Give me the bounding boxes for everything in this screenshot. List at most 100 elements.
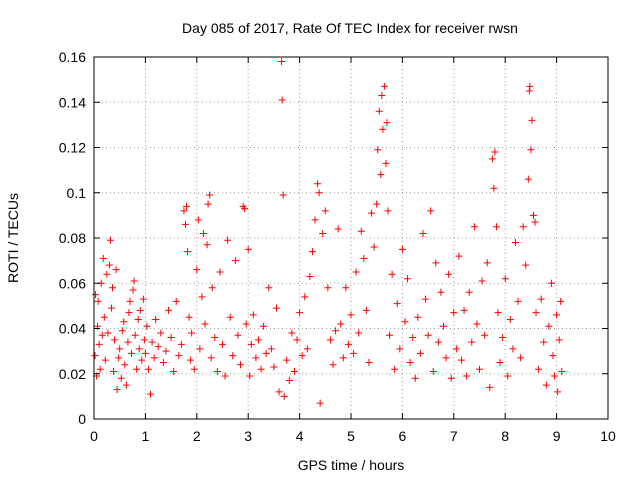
data-point: [172, 297, 180, 305]
data-point: [136, 306, 144, 314]
data-point: [185, 313, 193, 321]
data-point: [167, 334, 175, 342]
data-point: [199, 229, 207, 237]
x-tick-label: 1: [142, 428, 150, 444]
y-tick-label: 0.02: [59, 366, 86, 382]
data-point: [201, 320, 209, 328]
data-point: [526, 82, 534, 90]
data-point: [275, 388, 283, 396]
data-point: [298, 352, 306, 360]
data-point: [486, 383, 494, 391]
data-point: [375, 107, 383, 115]
x-tick-label: 0: [90, 428, 98, 444]
data-point: [207, 354, 215, 362]
data-point: [558, 367, 566, 375]
data-point: [388, 270, 396, 278]
y-axis-label: ROTI / TECUs: [5, 193, 21, 283]
data-point: [187, 356, 195, 364]
data-point: [326, 336, 334, 344]
data-point: [315, 189, 323, 197]
data-point: [357, 227, 365, 235]
x-tick-label: 8: [501, 428, 509, 444]
data-point: [148, 338, 156, 346]
data-point: [476, 365, 483, 373]
data-point: [332, 327, 340, 335]
data-point: [527, 146, 535, 154]
data-point: [447, 374, 455, 382]
chart-title: Day 085 of 2017, Rate Of TEC Index for r…: [182, 20, 518, 36]
data-point: [216, 268, 224, 276]
data-point: [501, 275, 509, 283]
data-point: [211, 334, 219, 342]
data-point: [458, 356, 466, 364]
data-point: [337, 320, 345, 328]
data-point: [208, 284, 216, 292]
data-point: [154, 343, 162, 351]
data-point: [203, 241, 211, 249]
data-point: [532, 309, 540, 317]
data-point: [509, 345, 517, 353]
data-point: [125, 309, 133, 317]
data-point: [411, 374, 419, 382]
data-point: [141, 349, 149, 357]
data-point: [409, 334, 417, 342]
data-point: [301, 293, 309, 301]
data-point: [135, 345, 143, 353]
data-point: [445, 270, 453, 278]
data-point: [455, 252, 463, 260]
data-point: [542, 381, 550, 389]
data-point: [511, 239, 519, 247]
data-point: [393, 300, 401, 308]
data-point: [517, 354, 525, 362]
data-point: [279, 191, 287, 199]
data-point: [278, 96, 286, 104]
data-point: [384, 207, 392, 215]
data-point: [525, 87, 533, 95]
data-point: [110, 367, 118, 375]
data-point: [190, 365, 198, 373]
data-point: [95, 340, 103, 348]
data-point: [272, 304, 280, 312]
data-point: [491, 148, 499, 156]
y-tick-label: 0.04: [59, 321, 86, 337]
data-point: [91, 352, 99, 360]
data-point: [373, 200, 381, 208]
data-point: [386, 331, 394, 339]
data-point: [422, 295, 430, 303]
data-point: [379, 125, 387, 133]
y-tick-label: 0.16: [59, 49, 86, 65]
data-point: [157, 329, 165, 337]
data-points: [91, 58, 566, 407]
data-point: [352, 268, 360, 276]
data-point: [134, 315, 142, 323]
data-point: [490, 184, 498, 192]
data-point: [254, 336, 262, 344]
data-point: [429, 367, 437, 375]
data-point: [213, 367, 221, 375]
data-point: [553, 311, 561, 319]
data-point: [450, 309, 458, 317]
data-point: [306, 272, 314, 280]
data-point: [551, 372, 559, 380]
data-point: [138, 356, 146, 364]
data-point: [246, 372, 254, 380]
data-point: [241, 205, 249, 213]
data-point: [118, 327, 126, 335]
data-point: [159, 358, 167, 366]
data-point: [175, 352, 183, 360]
data-point: [460, 306, 468, 314]
data-point: [391, 365, 399, 373]
data-point: [404, 275, 412, 283]
y-tick-label: 0.1: [67, 185, 87, 201]
x-tick-label: 2: [193, 428, 201, 444]
data-point: [126, 297, 134, 305]
data-point: [374, 146, 382, 154]
data-point: [121, 361, 129, 369]
x-tick-label: 3: [244, 428, 252, 444]
data-point: [183, 202, 191, 210]
data-point: [162, 347, 170, 355]
data-point: [152, 315, 160, 323]
data-point: [111, 336, 119, 344]
